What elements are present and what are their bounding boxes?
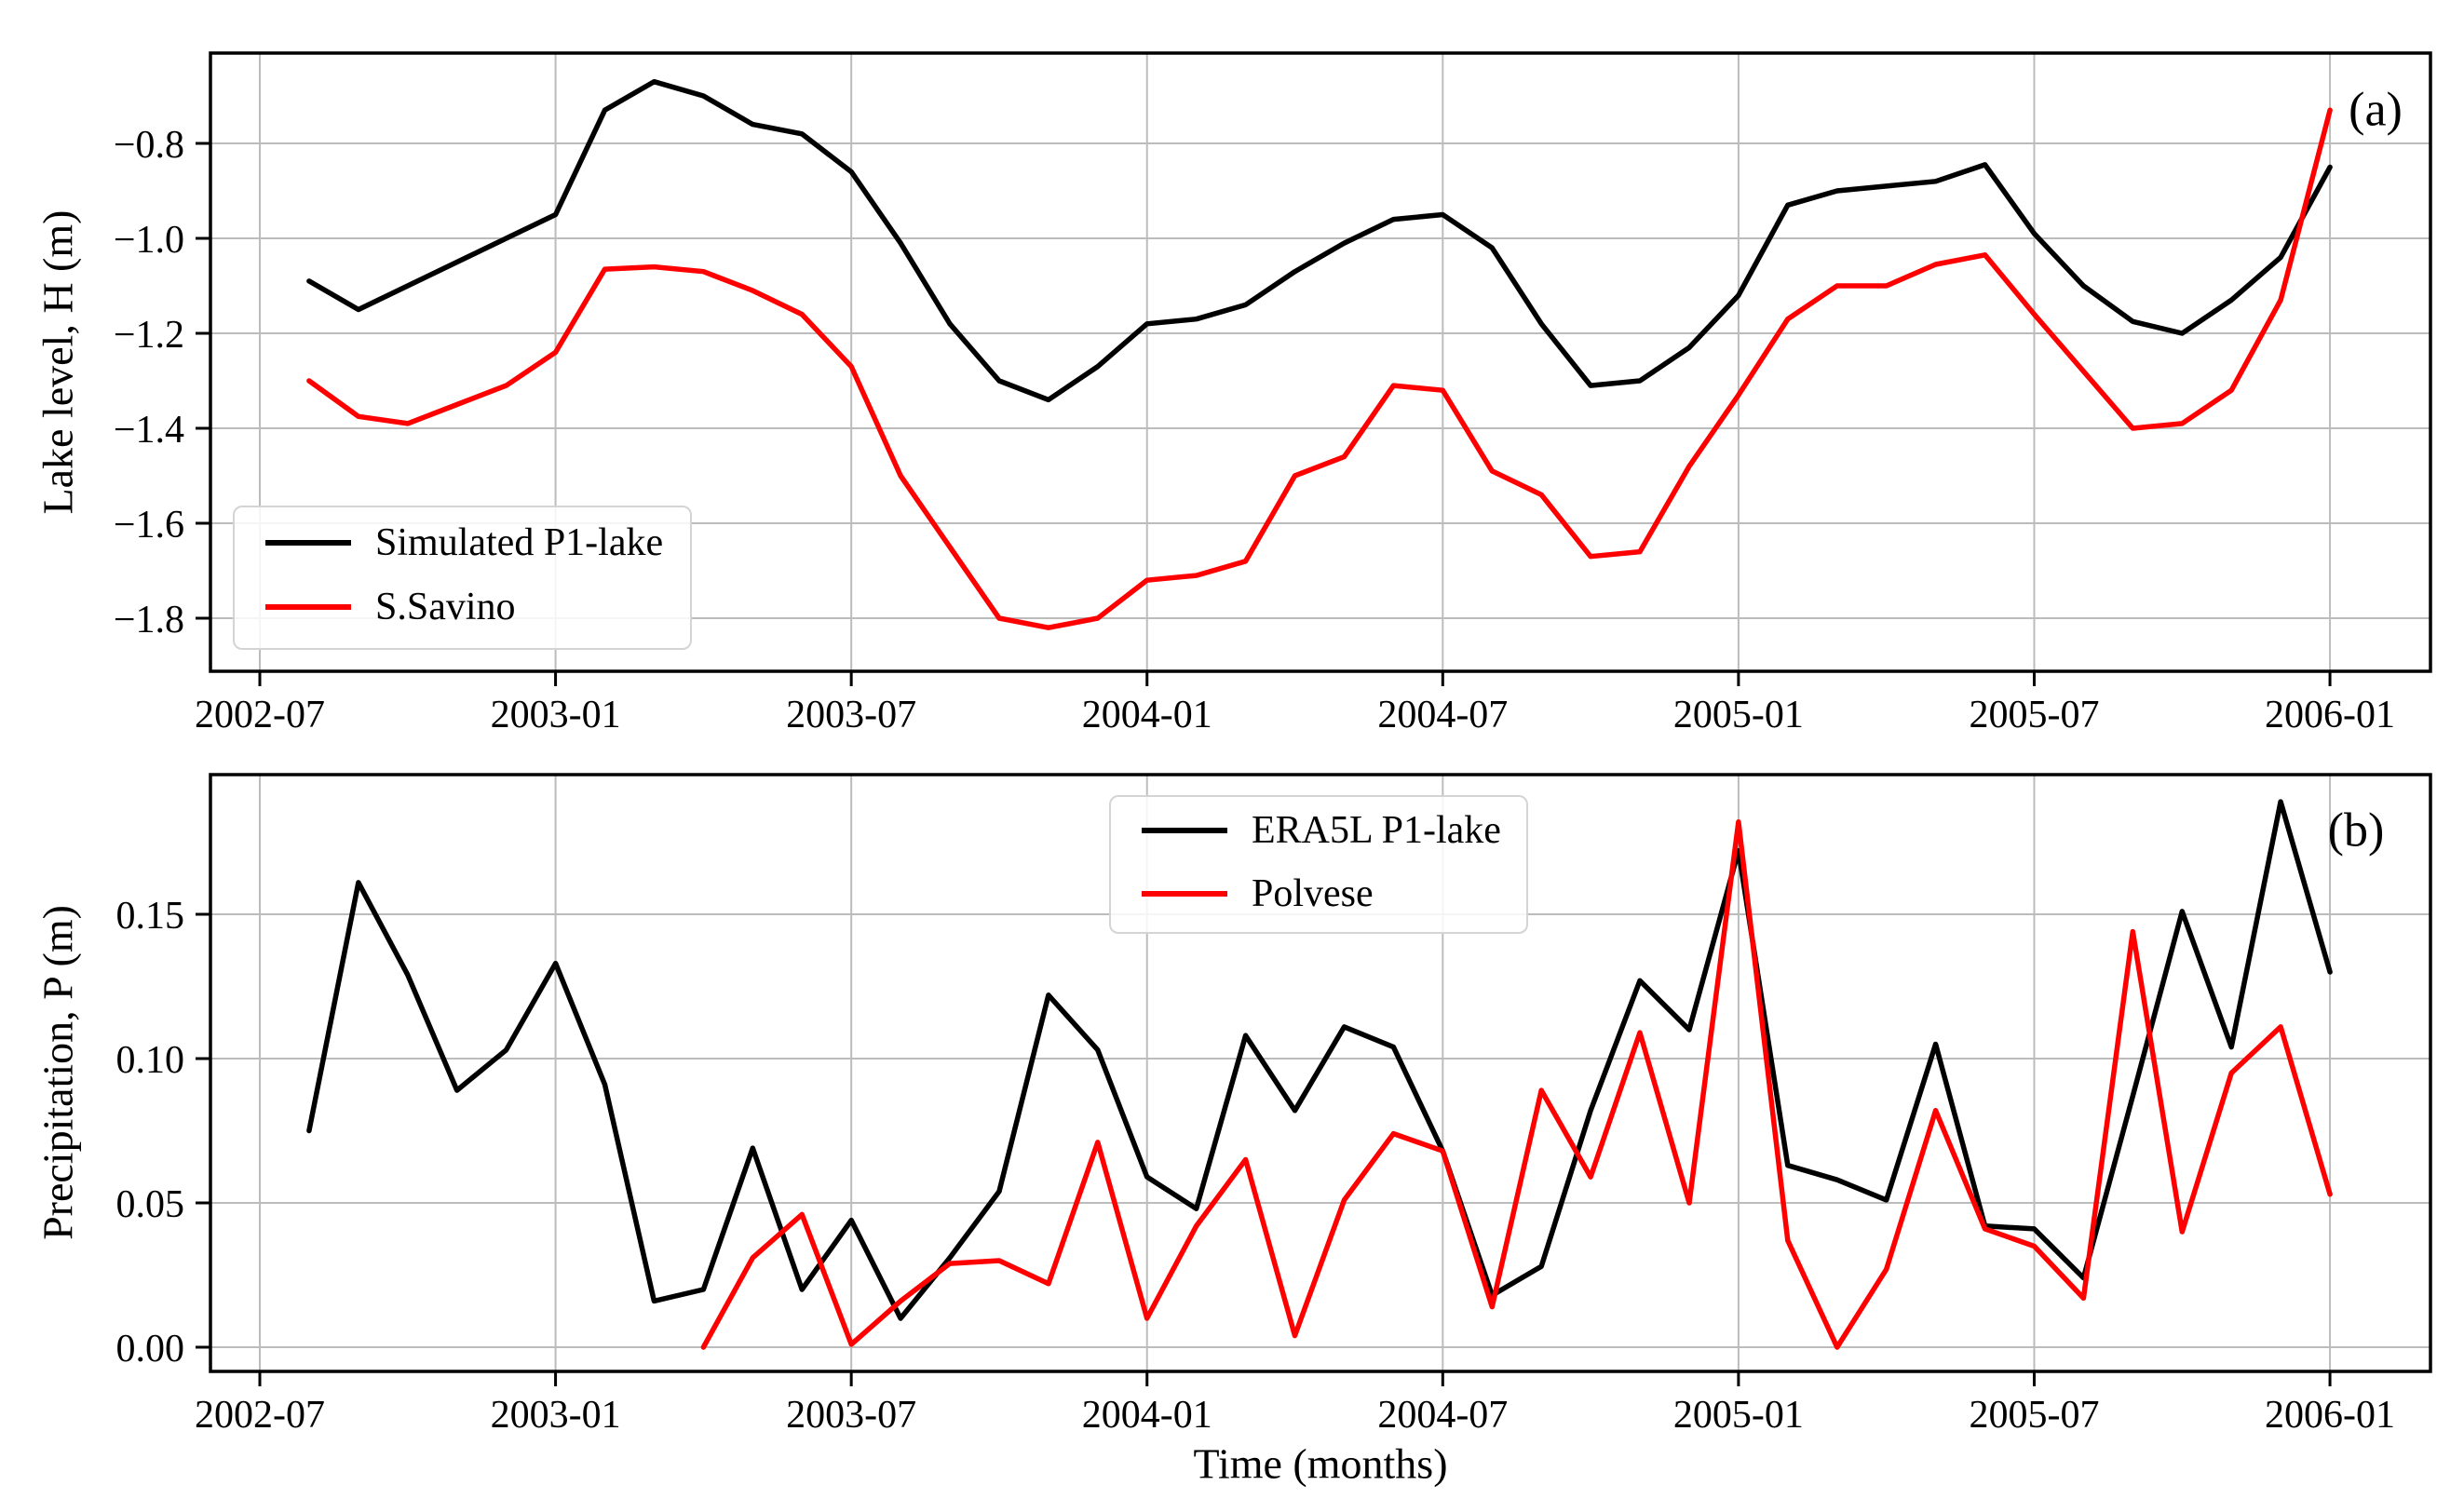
- legend-b-line-red: [1142, 891, 1227, 897]
- panel-a-label: (a): [2349, 83, 2403, 137]
- y-tick-label: 0.10: [116, 1039, 185, 1082]
- y-tick-label: 0.05: [116, 1183, 185, 1226]
- x-tick-label: 2005-01: [1673, 1394, 1804, 1437]
- series-line-s-savino: [306, 107, 2333, 630]
- legend-b: ERA5L P1-lake Polvese: [1109, 795, 1528, 934]
- x-tick-label: 2003-01: [491, 694, 621, 736]
- x-tick-label: 2003-01: [491, 1394, 621, 1437]
- panel-b-label: (b): [2327, 803, 2385, 857]
- x-tick-label: 2003-07: [786, 694, 916, 736]
- legend-b-label-era5l: ERA5L P1-lake: [1252, 809, 1501, 852]
- y-tick-label: −1.6: [114, 504, 184, 547]
- legend-a-line-red: [265, 604, 351, 610]
- legend-a: Simulated P1-lake S.Savino: [233, 506, 692, 650]
- series-line-polvese: [700, 819, 2333, 1350]
- y-tick-label: 0.15: [116, 895, 185, 938]
- axis-a-ylabel: Lake level, H (m): [34, 209, 82, 515]
- y-tick-label: −1.2: [114, 314, 184, 357]
- series-line-simulated-p1-lake: [306, 78, 2333, 403]
- x-tick-label: 2005-07: [1969, 694, 2099, 736]
- x-tick-label: 2006-01: [2265, 1394, 2395, 1437]
- legend-b-item-polvese: Polvese: [1142, 872, 1514, 915]
- axes-frame-b: [209, 773, 2432, 1373]
- x-tick-label: 2006-01: [2265, 694, 2395, 736]
- legend-b-line-black: [1142, 828, 1227, 833]
- y-tick-label: −1.4: [114, 409, 184, 452]
- legend-a-label-simulated: Simulated P1-lake: [375, 521, 664, 564]
- x-tick-label: 2003-07: [786, 1394, 916, 1437]
- x-tick-label: 2005-07: [1969, 1394, 2099, 1437]
- y-tick-label: 0.00: [116, 1328, 185, 1370]
- x-tick-label: 2004-07: [1377, 694, 1508, 736]
- legend-a-item-simulated: Simulated P1-lake: [265, 521, 663, 564]
- x-tick-label: 2002-07: [195, 1394, 325, 1437]
- y-tick-label: −1.0: [114, 219, 184, 262]
- series-line-era5l-p1-lake: [306, 799, 2333, 1321]
- legend-b-item-era5l: ERA5L P1-lake: [1142, 809, 1514, 852]
- y-tick-label: −0.8: [114, 124, 184, 167]
- x-tick-label: 2004-07: [1377, 1394, 1508, 1437]
- x-tick-label: 2004-01: [1082, 1394, 1212, 1437]
- legend-b-label-polvese: Polvese: [1252, 872, 1374, 915]
- x-tick-label: 2005-01: [1673, 694, 1804, 736]
- y-tick-label: −1.8: [114, 599, 184, 641]
- axis-b-xlabel: Time (months): [1193, 1439, 1448, 1488]
- axes-frame-a: [209, 51, 2432, 673]
- x-tick-label: 2002-07: [195, 694, 325, 736]
- legend-a-line-black: [265, 540, 351, 546]
- legend-a-item-savino: S.Savino: [265, 586, 657, 628]
- axis-b-ylabel: Precipitation, P (m): [34, 905, 82, 1240]
- x-tick-label: 2004-01: [1082, 694, 1212, 736]
- legend-a-label-savino: S.Savino: [375, 586, 516, 628]
